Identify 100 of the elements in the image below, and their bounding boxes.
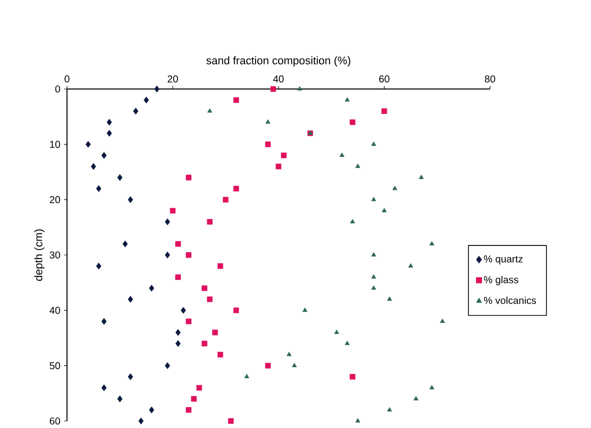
point [429, 385, 434, 390]
point [344, 97, 350, 102]
point [387, 296, 392, 301]
point [128, 196, 134, 204]
point [164, 218, 170, 226]
point [117, 395, 122, 402]
y-tick-label: 20 [50, 196, 60, 204]
point [371, 285, 376, 290]
point [371, 196, 376, 202]
point [233, 186, 240, 192]
point [206, 219, 213, 225]
point [170, 208, 176, 214]
point [244, 374, 250, 378]
point [149, 406, 154, 414]
y-tick-label: 10 [50, 140, 60, 148]
point [144, 96, 149, 104]
point [286, 352, 292, 356]
point [149, 284, 154, 292]
y-tick-label: 40 [50, 306, 60, 314]
point [233, 97, 240, 103]
point [212, 330, 218, 336]
x-tick-label: 20 [168, 75, 178, 82]
point [302, 308, 308, 312]
point [218, 352, 224, 358]
point [202, 340, 208, 346]
x-tick-label: 80 [484, 75, 496, 82]
x-axis-title: sand fraction composition (%) [206, 56, 350, 67]
point [292, 362, 297, 368]
point [164, 252, 170, 258]
legend-label: % volcanics [484, 296, 536, 304]
point [175, 241, 181, 247]
point [408, 263, 414, 268]
y-tick-label: 30 [50, 251, 60, 259]
point [350, 374, 356, 380]
point [90, 163, 96, 170]
point [387, 407, 392, 412]
point [276, 164, 282, 170]
point [350, 219, 355, 224]
point [429, 241, 434, 246]
point [175, 340, 181, 347]
point [207, 108, 212, 113]
point [186, 174, 192, 180]
point [186, 407, 192, 413]
point [218, 263, 224, 269]
point [206, 296, 213, 302]
x-tick-label: 60 [379, 75, 390, 82]
point [355, 164, 360, 168]
point [297, 86, 302, 90]
point [371, 142, 376, 146]
point [392, 186, 398, 190]
legend-label: % glass [484, 276, 518, 286]
point [371, 252, 376, 256]
point [175, 274, 181, 280]
point [228, 418, 234, 424]
x-tick-label: 40 [273, 75, 284, 82]
point [101, 318, 107, 325]
point [265, 362, 271, 368]
point [101, 152, 107, 159]
point [106, 130, 112, 137]
point [418, 174, 424, 180]
point [180, 306, 186, 314]
point [344, 340, 350, 346]
point [106, 118, 112, 126]
point [280, 152, 287, 158]
point [128, 373, 134, 380]
point [196, 385, 202, 391]
point [202, 285, 208, 291]
point [233, 308, 240, 314]
point [382, 208, 387, 212]
point [265, 119, 270, 124]
point [340, 152, 344, 157]
point [414, 396, 418, 400]
point [96, 262, 102, 270]
point [101, 384, 107, 392]
point [381, 108, 388, 114]
point [122, 240, 128, 248]
point [86, 140, 91, 148]
point [128, 296, 134, 303]
point [96, 185, 102, 192]
point [186, 318, 192, 324]
y-tick-label: 60 [50, 417, 60, 425]
y-axis-title: depth (cm) [34, 229, 44, 281]
point [270, 86, 276, 92]
point [440, 318, 445, 323]
point [334, 330, 340, 334]
point [164, 362, 170, 370]
point [265, 142, 271, 148]
point [191, 396, 197, 402]
point [133, 108, 138, 115]
y-tick-label: 0 [55, 85, 60, 93]
legend-label: % quartz [484, 255, 523, 264]
point [154, 86, 160, 92]
point [175, 329, 181, 336]
point [222, 196, 228, 202]
point [371, 274, 376, 279]
point [350, 119, 356, 125]
x-tick-label: 0 [64, 75, 70, 82]
point [186, 252, 192, 258]
point [117, 174, 122, 181]
y-tick-label: 50 [50, 362, 60, 370]
